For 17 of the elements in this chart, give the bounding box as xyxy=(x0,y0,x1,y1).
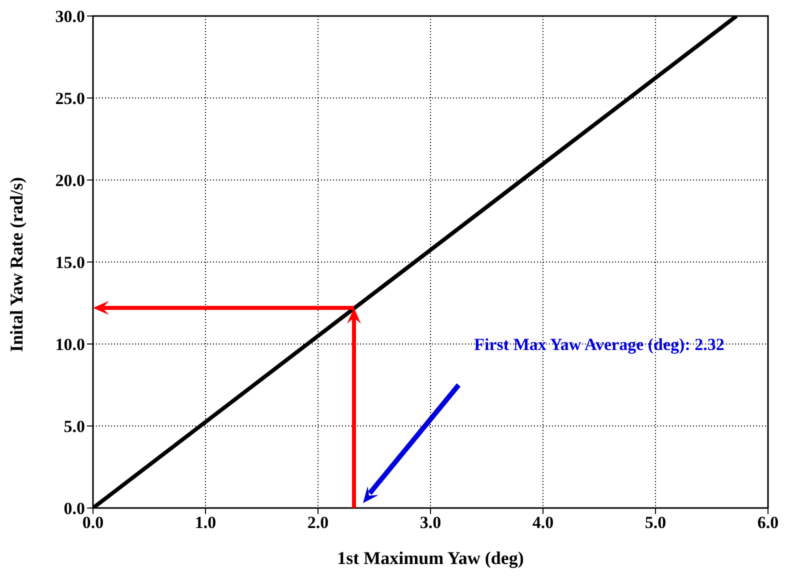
x-axis-title: 1st Maximum Yaw (deg) xyxy=(337,548,524,568)
x-tick-label: 5.0 xyxy=(644,513,666,532)
y-tick-label: 15.0 xyxy=(55,253,85,272)
x-tick-label: 1.0 xyxy=(194,513,216,532)
y-tick-label: 30.0 xyxy=(55,7,85,26)
y-tick-label: 0.0 xyxy=(64,499,85,518)
y-tick-label: 5.0 xyxy=(64,417,85,436)
annotation: First Max Yaw Average (deg): 2.32 xyxy=(474,335,724,354)
y-axis-title: Inital Yaw Rate (rad/s) xyxy=(6,177,26,352)
x-tick-label: 6.0 xyxy=(757,513,779,532)
x-tick-label: 0.0 xyxy=(82,513,104,532)
x-tick-label: 3.0 xyxy=(420,513,442,532)
y-tick-label: 10.0 xyxy=(55,335,85,354)
x-tick-label: 4.0 xyxy=(532,513,554,532)
x-tick-label: 2.0 xyxy=(307,513,329,532)
y-tick-label: 20.0 xyxy=(55,171,85,190)
y-tick-label: 25.0 xyxy=(55,89,85,108)
